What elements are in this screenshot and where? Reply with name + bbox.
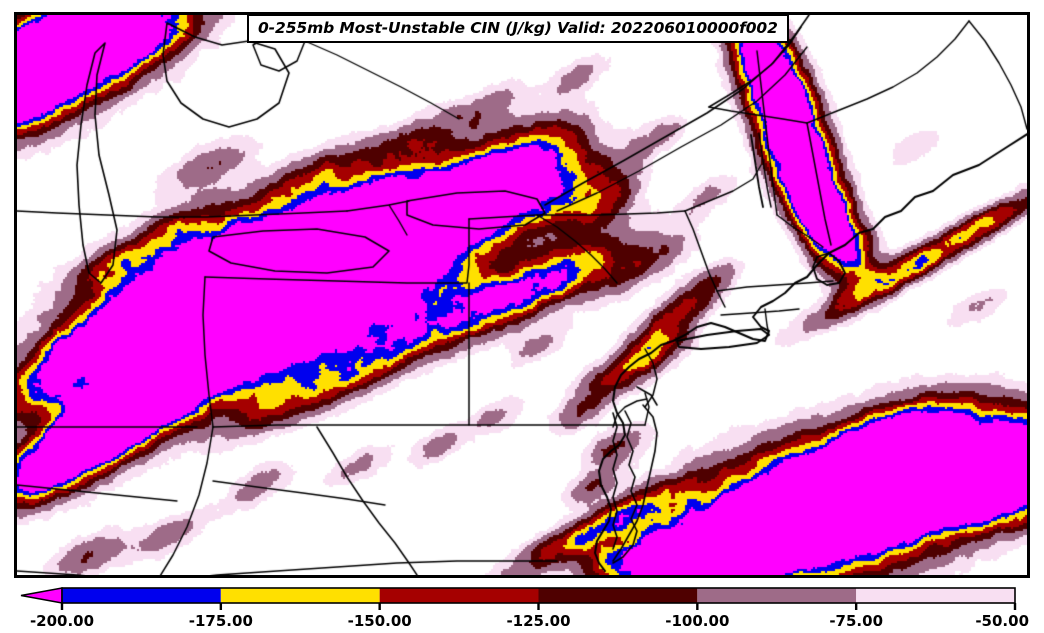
map-title-box: 0-255mb Most-Unstable CIN (J/kg) Valid: …: [247, 14, 789, 43]
colorbar-extend-arrow: [20, 587, 63, 604]
colorbar: -200.00 -175.00 -150.00 -125.00 -100.00 -75.0…: [0, 582, 1044, 633]
colorbar-tick-label: -100.00: [665, 612, 729, 630]
colorbar-band: [538, 588, 698, 603]
colorbar-svg: -200.00 -175.00 -150.00 -125.00 -100.00 -75.0…: [20, 587, 1029, 630]
colorbar-band: [379, 588, 539, 603]
cin-contour-field: [17, 15, 1027, 575]
colorbar-band: [856, 588, 1015, 603]
colorbar-band: [697, 588, 857, 603]
page-title: 0-255mb Most-Unstable CIN (J/kg) Valid: …: [258, 19, 778, 37]
colorbar-tick-label: -200.00: [30, 612, 94, 630]
map-panel[interactable]: [14, 12, 1030, 578]
colorbar-band: [220, 588, 380, 603]
colorbar-band: [62, 588, 221, 603]
colorbar-tick-label: -75.00: [829, 612, 883, 630]
colorbar-tick-label: -175.00: [189, 612, 253, 630]
colorbar-tick-label: -125.00: [506, 612, 570, 630]
colorbar-tick-label: -150.00: [348, 612, 412, 630]
colorbar-tick-label: -50.00: [975, 612, 1029, 630]
